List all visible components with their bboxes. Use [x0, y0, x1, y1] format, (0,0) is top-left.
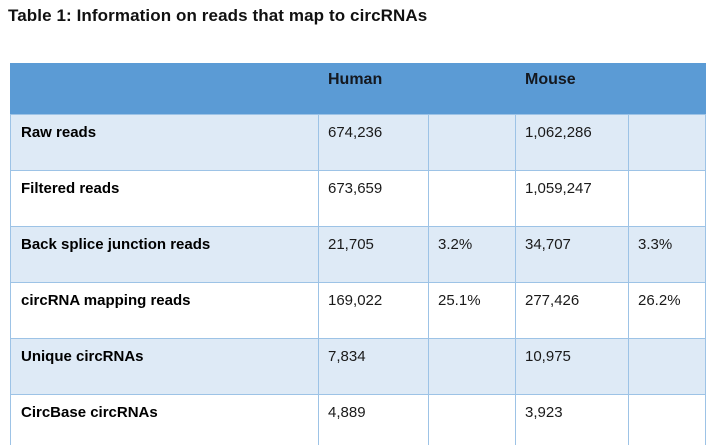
header-cell-mouse-pct: [628, 63, 706, 115]
table-row: Raw reads 674,236 1,062,286: [10, 114, 706, 171]
table-row: Back splice junction reads 21,705 3.2% 3…: [10, 226, 706, 283]
human-value-cell: 169,022: [318, 282, 429, 339]
row-label: Filtered reads: [10, 170, 319, 227]
human-pct-cell: 25.1%: [428, 282, 516, 339]
table-caption: Table 1: Information on reads that map t…: [8, 6, 428, 25]
row-label: circRNA mapping reads: [10, 282, 319, 339]
table-row: Filtered reads 673,659 1,059,247: [10, 170, 706, 227]
mouse-value-cell: 277,426: [515, 282, 629, 339]
mouse-value-cell: 3,923: [515, 394, 629, 445]
mouse-pct-cell: [628, 394, 706, 445]
human-pct-cell: [428, 114, 516, 171]
row-label: Raw reads: [10, 114, 319, 171]
row-label: Unique circRNAs: [10, 338, 319, 395]
circrna-reads-table: Human Mouse Raw reads 674,236 1,062,286 …: [10, 63, 706, 445]
mouse-pct-cell: 26.2%: [628, 282, 706, 339]
row-label: Back splice junction reads: [10, 226, 319, 283]
human-value-cell: 7,834: [318, 338, 429, 395]
human-pct-cell: [428, 394, 516, 445]
human-value-cell: 4,889: [318, 394, 429, 445]
human-value-cell: 21,705: [318, 226, 429, 283]
human-value-cell: 674,236: [318, 114, 429, 171]
mouse-value-cell: 1,062,286: [515, 114, 629, 171]
header-cell-human-pct: [428, 63, 516, 115]
table-header-row: Human Mouse: [10, 63, 706, 115]
human-pct-cell: 3.2%: [428, 226, 516, 283]
mouse-pct-cell: 3.3%: [628, 226, 706, 283]
header-cell-empty: [10, 63, 319, 115]
mouse-value-cell: 34,707: [515, 226, 629, 283]
human-value-cell: 673,659: [318, 170, 429, 227]
human-pct-cell: [428, 338, 516, 395]
mouse-value-cell: 1,059,247: [515, 170, 629, 227]
mouse-pct-cell: [628, 338, 706, 395]
mouse-pct-cell: [628, 114, 706, 171]
table-row: Unique circRNAs 7,834 10,975: [10, 338, 706, 395]
header-cell-mouse: Mouse: [515, 63, 629, 115]
table-row: circRNA mapping reads 169,022 25.1% 277,…: [10, 282, 706, 339]
mouse-pct-cell: [628, 170, 706, 227]
mouse-value-cell: 10,975: [515, 338, 629, 395]
row-label: CircBase circRNAs: [10, 394, 319, 445]
table-row: CircBase circRNAs 4,889 3,923: [10, 394, 706, 445]
header-cell-human: Human: [318, 63, 429, 115]
human-pct-cell: [428, 170, 516, 227]
